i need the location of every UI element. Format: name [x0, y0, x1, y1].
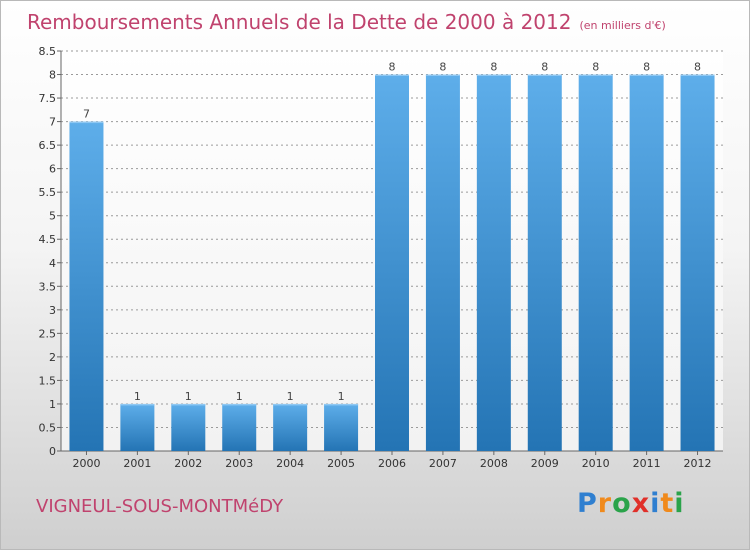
y-tick-label: 0 [49, 445, 56, 458]
bar-value-label: 8 [439, 61, 446, 74]
bar [273, 403, 308, 451]
logo-letter: o [612, 488, 632, 519]
x-tick-label: 2010 [582, 457, 610, 470]
x-tick-label: 2001 [123, 457, 151, 470]
labels: 0 0.5 1 1.5 2 2.5 3 3.5 4 4.5 5 5.5 6 6.5 7 7.5 8 8.5 2000… [39, 45, 712, 470]
y-tick-label: 7 [49, 116, 56, 129]
x-tick-label: 2003 [225, 457, 253, 470]
x-tick-label: 2012 [684, 457, 712, 470]
bar-value-label: 1 [338, 390, 345, 403]
commune-name: VIGNEUL-SOUS-MONTMéDY [36, 496, 284, 517]
logo-letter: i [674, 488, 685, 519]
x-tick-label: 2002 [174, 457, 202, 470]
y-tick-label: 2 [49, 351, 56, 364]
bar-highlight [375, 74, 409, 77]
logo-letter: r [597, 488, 613, 519]
bar-value-label: 8 [592, 61, 599, 74]
y-tick-label: 8.5 [39, 45, 57, 58]
bar [375, 74, 409, 451]
bar-value-label: 1 [236, 390, 243, 403]
y-tick-label: 4 [49, 257, 56, 270]
y-tick-label: 4.5 [39, 233, 57, 246]
bar-highlight [527, 74, 562, 77]
bar-highlight [425, 74, 460, 77]
y-tick-label: 0.5 [39, 421, 57, 434]
bar [527, 74, 562, 451]
x-tick-label: 2005 [327, 457, 355, 470]
x-tick-label: 2007 [429, 457, 457, 470]
bar-value-label: 8 [389, 61, 396, 74]
x-tick-label: 2011 [633, 457, 661, 470]
y-tick-label: 2.5 [39, 327, 57, 340]
x-tick-label: 2006 [378, 457, 406, 470]
logo-letter: i [650, 488, 661, 519]
bar-value-label: 7 [83, 108, 90, 121]
bar [680, 74, 715, 451]
y-tick-label: 8 [49, 69, 56, 82]
chart-title-text: Remboursements Annuels de la Dette de 20… [27, 10, 572, 34]
proxiti-logo[interactable]: Proxiti [577, 488, 685, 519]
bar-highlight [629, 74, 664, 77]
bar-value-label: 1 [287, 390, 294, 403]
bar [69, 121, 104, 452]
bar-highlight [578, 74, 613, 77]
bar [476, 74, 511, 451]
chart-title: Remboursements Annuels de la Dette de 20… [27, 10, 666, 34]
bar-highlight [324, 403, 359, 406]
logo-letter: t [660, 488, 675, 519]
bar-value-label: 8 [643, 61, 650, 74]
bar-highlight [171, 403, 206, 406]
y-tick-label: 7.5 [39, 92, 57, 105]
bar-value-label: 1 [185, 390, 192, 403]
bar-highlight [69, 121, 104, 124]
y-tick-label: 5.5 [39, 186, 57, 199]
bar-value-label: 1 [134, 390, 141, 403]
y-tick-label: 3.5 [39, 280, 57, 293]
bar [629, 74, 664, 451]
bar [425, 74, 460, 451]
bar-value-label: 8 [541, 61, 548, 74]
x-tick-label: 2000 [72, 457, 100, 470]
logo-letter: x [631, 488, 651, 519]
bar-highlight [273, 403, 308, 406]
bar [324, 403, 359, 451]
bar-value-label: 8 [694, 61, 701, 74]
bar-highlight [680, 74, 715, 77]
bar-highlight [222, 403, 257, 406]
logo-letter: P [577, 488, 598, 519]
y-tick-label: 1.5 [39, 374, 57, 387]
bar-highlight [120, 403, 155, 406]
bar-highlight [476, 74, 511, 77]
y-tick-label: 6.5 [39, 139, 57, 152]
bar [222, 403, 257, 451]
x-tick-label: 2004 [276, 457, 304, 470]
bar [578, 74, 613, 451]
x-tick-label: 2009 [531, 457, 559, 470]
bar [171, 403, 206, 451]
bar-value-label: 8 [490, 61, 497, 74]
y-tick-label: 5 [49, 210, 56, 223]
bars [69, 74, 715, 452]
x-tick-label: 2008 [480, 457, 508, 470]
bar [120, 403, 155, 451]
y-tick-label: 1 [49, 398, 56, 411]
chart-subtitle: (en milliers d'€) [579, 19, 666, 32]
y-tick-label: 3 [49, 304, 56, 317]
y-tick-label: 6 [49, 163, 56, 176]
